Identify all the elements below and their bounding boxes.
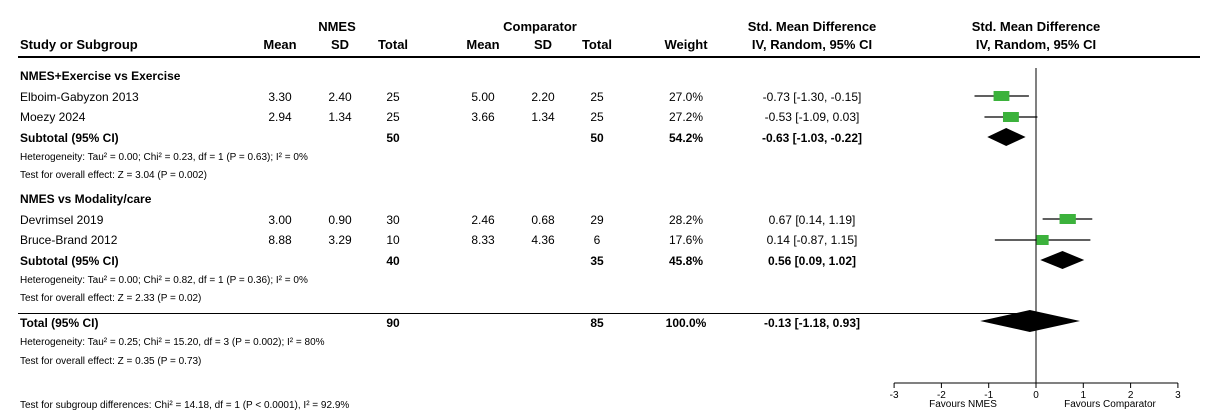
heterogeneity-text: Heterogeneity: Tau² = 0.00; Chi² = 0.23,… xyxy=(20,152,308,163)
nmes-mean-header: Mean xyxy=(263,37,297,52)
ci-header-2: IV, Random, 95% CI xyxy=(975,37,1097,52)
subtotal-label: Subtotal (95% CI) xyxy=(20,131,119,145)
favours-right-label: Favours Comparator xyxy=(1064,399,1156,410)
pooled-effect-diamond xyxy=(980,310,1080,332)
weight: 27.2% xyxy=(668,110,704,124)
study-point-square xyxy=(1002,112,1019,122)
weight: 17.6% xyxy=(668,233,704,247)
smd-header-1: Std. Mean Difference xyxy=(747,19,877,34)
x-axis-tick-label: -3 xyxy=(890,390,899,401)
weight: 27.0% xyxy=(668,90,704,104)
nmes-mean: 8.88 xyxy=(268,233,292,247)
effect-ci: -0.73 [-1.30, -0.15] xyxy=(762,90,862,104)
nmes-total: 90 xyxy=(386,316,400,330)
nmes-total: 10 xyxy=(386,233,400,247)
pooled-effect-diamond xyxy=(987,128,1026,146)
subgroup-title: NMES+Exercise vs Exercise xyxy=(20,69,181,83)
weight: 28.2% xyxy=(668,213,704,227)
comparator-mean: 3.66 xyxy=(471,110,495,124)
nmes-sd: 2.40 xyxy=(328,90,352,104)
x-axis-tick-label: -2 xyxy=(937,390,946,401)
effect-ci: -0.63 [-1.03, -0.22] xyxy=(761,131,863,145)
overall-effect-text: Test for overall effect: Z = 2.33 (P = 0… xyxy=(20,293,202,304)
nmes-sd-header: SD xyxy=(330,37,350,52)
nmes-sd: 3.29 xyxy=(328,233,352,247)
study-name: Devrimsel 2019 xyxy=(20,213,104,227)
comparator-sd-header: SD xyxy=(533,37,553,52)
study-point-square xyxy=(993,91,1010,101)
nmes-sd: 0.90 xyxy=(328,213,352,227)
comparator-total: 35 xyxy=(590,254,604,268)
total-label: Total (95% CI) xyxy=(20,316,99,330)
comparator-mean: 8.33 xyxy=(471,233,495,247)
study-column-header: Study or Subgroup xyxy=(20,37,138,52)
nmes-mean: 3.00 xyxy=(268,213,292,227)
ci-header-1: IV, Random, 95% CI xyxy=(751,37,873,52)
favours-left-label: Favours NMES xyxy=(929,399,997,410)
subgroup-differences-text: Test for subgroup differences: Chi² = 14… xyxy=(20,400,350,411)
comparator-total: 50 xyxy=(590,131,604,145)
nmes-total: 30 xyxy=(386,213,400,227)
smd-header-2: Std. Mean Difference xyxy=(971,19,1101,34)
nmes-mean: 2.94 xyxy=(268,110,292,124)
comparator-total: 85 xyxy=(590,316,604,330)
comparator-sd: 4.36 xyxy=(531,233,555,247)
effect-ci: -0.53 [-1.09, 0.03] xyxy=(764,110,860,124)
effect-ci: 0.56 [0.09, 1.02] xyxy=(767,254,857,268)
comparator-group-header: Comparator xyxy=(503,19,577,34)
study-name: Moezy 2024 xyxy=(20,110,86,124)
nmes-sd: 1.34 xyxy=(328,110,352,124)
comparator-total: 25 xyxy=(590,110,604,124)
effect-ci: 0.67 [0.14, 1.19] xyxy=(768,213,856,227)
study-point-square xyxy=(1036,235,1049,245)
comparator-sd: 2.20 xyxy=(531,90,555,104)
nmes-total: 25 xyxy=(386,110,400,124)
study-point-square xyxy=(1059,214,1076,224)
total-rule xyxy=(18,313,1030,314)
weight: 100.0% xyxy=(665,316,707,330)
weight: 45.8% xyxy=(668,254,704,268)
subgroup-title: NMES vs Modality/care xyxy=(20,192,152,206)
comparator-total-header: Total xyxy=(581,37,613,52)
study-name: Bruce-Brand 2012 xyxy=(20,233,118,247)
total-overall-effect-text: Test for overall effect: Z = 0.35 (P = 0… xyxy=(20,356,202,367)
pooled-effect-diamond xyxy=(1040,251,1085,269)
comparator-total: 29 xyxy=(590,213,604,227)
comparator-total: 6 xyxy=(593,233,601,247)
nmes-mean: 3.30 xyxy=(268,90,292,104)
nmes-total: 40 xyxy=(386,254,400,268)
comparator-total: 25 xyxy=(590,90,604,104)
weight-header: Weight xyxy=(664,37,708,52)
nmes-total: 50 xyxy=(386,131,400,145)
x-axis-tick-label: 3 xyxy=(1175,390,1181,401)
x-axis-tick-label: 0 xyxy=(1033,390,1039,401)
x-axis-tick-label: 2 xyxy=(1128,390,1134,401)
x-axis-tick-label: 1 xyxy=(1081,390,1087,401)
study-name: Elboim-Gabyzon 2013 xyxy=(20,90,139,104)
total-heterogeneity-text: Heterogeneity: Tau² = 0.25; Chi² = 15.20… xyxy=(20,337,325,348)
comparator-sd: 1.34 xyxy=(531,110,555,124)
heterogeneity-text: Heterogeneity: Tau² = 0.00; Chi² = 0.82,… xyxy=(20,275,308,286)
header-rule xyxy=(18,56,1200,58)
nmes-group-header: NMES xyxy=(318,19,356,34)
comparator-mean: 5.00 xyxy=(471,90,495,104)
overall-effect-text: Test for overall effect: Z = 3.04 (P = 0… xyxy=(20,170,207,181)
nmes-total: 25 xyxy=(386,90,400,104)
comparator-sd: 0.68 xyxy=(531,213,555,227)
subtotal-label: Subtotal (95% CI) xyxy=(20,254,119,268)
comparator-mean-header: Mean xyxy=(466,37,500,52)
nmes-total-header: Total xyxy=(377,37,409,52)
x-axis-tick-label: -1 xyxy=(984,390,993,401)
effect-ci: -0.13 [-1.18, 0.93] xyxy=(763,316,861,330)
weight: 54.2% xyxy=(668,131,704,145)
comparator-mean: 2.46 xyxy=(471,213,495,227)
effect-ci: 0.14 [-0.87, 1.15] xyxy=(766,233,858,247)
